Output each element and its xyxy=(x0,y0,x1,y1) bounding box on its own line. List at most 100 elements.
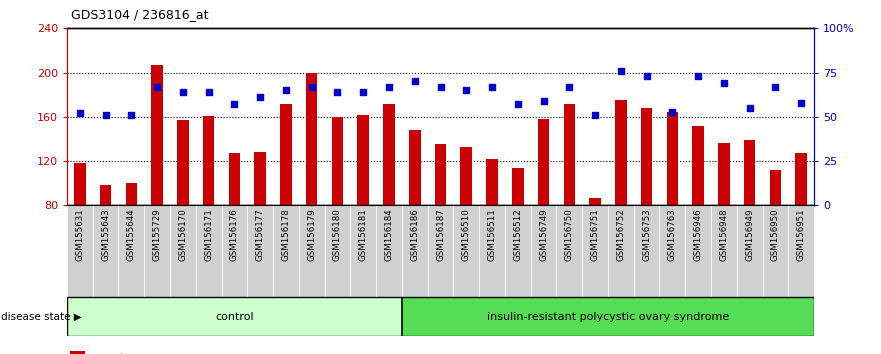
Bar xyxy=(744,140,755,205)
Text: GSM155643: GSM155643 xyxy=(101,208,110,261)
Point xyxy=(511,102,525,107)
Text: GSM156512: GSM156512 xyxy=(514,208,522,261)
Point xyxy=(562,84,576,90)
Text: control: control xyxy=(215,312,254,322)
Bar xyxy=(402,205,427,297)
Text: GSM156749: GSM156749 xyxy=(539,208,548,261)
Point xyxy=(124,112,138,118)
Bar xyxy=(280,104,292,205)
Bar xyxy=(660,205,685,297)
Bar xyxy=(221,205,248,297)
Bar xyxy=(633,205,660,297)
Bar xyxy=(692,126,704,205)
Point xyxy=(691,73,705,79)
Text: GSM156510: GSM156510 xyxy=(462,208,470,261)
Point xyxy=(279,87,293,93)
Bar xyxy=(118,205,144,297)
Text: GSM156179: GSM156179 xyxy=(307,208,316,261)
Text: GSM156181: GSM156181 xyxy=(359,208,367,261)
Text: GSM156948: GSM156948 xyxy=(720,208,729,261)
Bar xyxy=(763,205,788,297)
Bar xyxy=(376,205,402,297)
Point xyxy=(485,84,499,90)
Point xyxy=(382,84,396,90)
Bar xyxy=(788,205,814,297)
Text: GSM156186: GSM156186 xyxy=(411,208,419,261)
Bar xyxy=(557,205,582,297)
Text: GSM156176: GSM156176 xyxy=(230,208,239,261)
Text: GSM156170: GSM156170 xyxy=(178,208,188,261)
Bar xyxy=(324,205,351,297)
Bar xyxy=(255,152,266,205)
Text: GSM156763: GSM156763 xyxy=(668,208,677,261)
Point xyxy=(305,84,319,90)
Point xyxy=(614,68,628,74)
Point xyxy=(73,110,87,116)
Bar xyxy=(718,143,729,205)
Bar xyxy=(615,100,626,205)
Bar xyxy=(67,205,93,297)
Point xyxy=(176,89,190,95)
Bar xyxy=(608,205,633,297)
Bar xyxy=(67,297,402,336)
Text: count: count xyxy=(94,353,125,354)
Text: GSM156951: GSM156951 xyxy=(796,208,805,261)
Bar xyxy=(74,163,85,205)
Bar xyxy=(196,205,221,297)
Point xyxy=(794,100,808,105)
Text: GSM155644: GSM155644 xyxy=(127,208,136,261)
Bar xyxy=(479,205,505,297)
Text: insulin-resistant polycystic ovary syndrome: insulin-resistant polycystic ovary syndr… xyxy=(487,312,729,322)
Bar xyxy=(299,205,324,297)
Point xyxy=(717,80,731,86)
Point xyxy=(433,84,448,90)
Bar xyxy=(427,205,454,297)
Point xyxy=(665,109,679,114)
Bar xyxy=(170,205,196,297)
Text: GSM155631: GSM155631 xyxy=(76,208,85,261)
Point xyxy=(330,89,344,95)
Bar xyxy=(640,108,653,205)
Bar xyxy=(667,113,678,205)
Bar xyxy=(505,205,530,297)
Bar xyxy=(126,183,137,205)
Bar xyxy=(152,65,163,205)
Bar xyxy=(486,159,498,205)
Bar xyxy=(530,205,557,297)
Bar xyxy=(461,147,472,205)
Point xyxy=(202,89,216,95)
Bar xyxy=(273,205,299,297)
Text: GSM156750: GSM156750 xyxy=(565,208,574,261)
Bar xyxy=(383,104,395,205)
Bar xyxy=(228,153,241,205)
Text: disease state ▶: disease state ▶ xyxy=(1,312,82,322)
Text: GSM155729: GSM155729 xyxy=(152,208,161,261)
Bar xyxy=(93,205,118,297)
Bar xyxy=(144,205,170,297)
Bar xyxy=(512,168,523,205)
Bar xyxy=(248,205,273,297)
Text: GSM156187: GSM156187 xyxy=(436,208,445,261)
Point xyxy=(768,84,782,90)
Text: GSM156752: GSM156752 xyxy=(617,208,626,261)
Text: GSM156180: GSM156180 xyxy=(333,208,342,261)
Text: GSM156178: GSM156178 xyxy=(281,208,291,261)
Bar xyxy=(402,297,814,336)
Bar xyxy=(737,205,763,297)
Text: GSM156171: GSM156171 xyxy=(204,208,213,261)
Point xyxy=(227,102,241,107)
Point xyxy=(588,112,602,118)
Bar xyxy=(203,116,214,205)
Text: GSM156511: GSM156511 xyxy=(487,208,497,261)
Bar xyxy=(434,144,447,205)
Point xyxy=(356,89,370,95)
Text: GSM156751: GSM156751 xyxy=(590,208,600,261)
Bar xyxy=(358,115,369,205)
Text: GSM156177: GSM156177 xyxy=(255,208,264,261)
Bar xyxy=(351,205,376,297)
Point xyxy=(253,95,267,100)
Bar xyxy=(685,205,711,297)
Point xyxy=(99,112,113,118)
Bar xyxy=(454,205,479,297)
Bar xyxy=(796,153,807,205)
